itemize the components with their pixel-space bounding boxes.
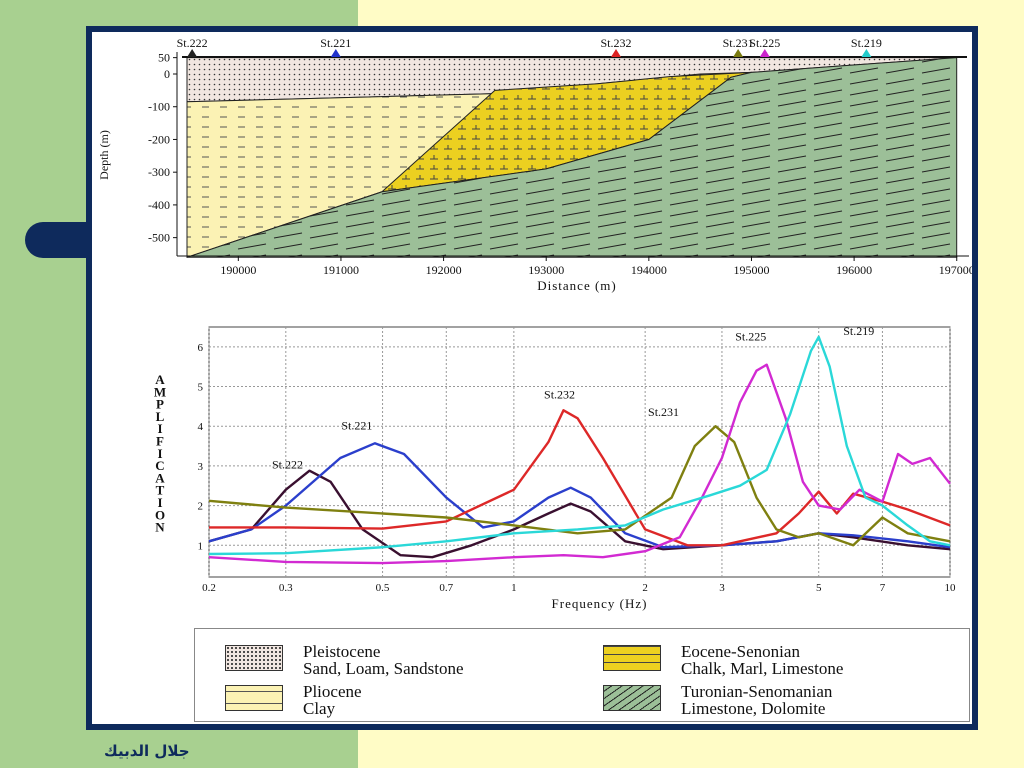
legend-turonian-desc: Limestone, Dolomite (681, 699, 826, 718)
series-line-st225 (208, 363, 951, 565)
station-marker (330, 48, 341, 57)
cs-x-tick-label: 190000 (220, 263, 256, 277)
series-label: St.222 (272, 458, 303, 472)
series-line-st222 (208, 469, 951, 559)
cs-y-tick-label: -100 (148, 100, 170, 114)
amp-y-tick-label: 5 (198, 382, 204, 394)
legend-item-turonian: Turonian-Senomanian Limestone, Dolomite (603, 683, 832, 717)
series-line-st221 (208, 442, 951, 549)
amp-x-tick-label: 0.3 (279, 582, 293, 594)
pliocene-swatch (225, 685, 283, 711)
amp-y-tick-label: 6 (198, 342, 204, 354)
station-label: St.219 (851, 36, 882, 50)
figure-panel: 50 0 -100 -200 -300 -400 -500 190000 191000 19200… (92, 32, 972, 724)
amp-x-tick-label: 0.7 (439, 582, 453, 594)
amp-x-tick-label: 1 (511, 582, 517, 594)
station-marker (187, 48, 198, 57)
cs-x-tick-label: 197000 (939, 263, 972, 277)
amp-x-axis-label: Frequency (Hz) (552, 596, 648, 611)
legend-item-pliocene: Pliocene Clay (225, 683, 362, 717)
cs-x-axis-label: Distance (m) (537, 278, 617, 293)
station-label: St.221 (320, 36, 351, 50)
legend-item-pleistocene: Pleistocene Sand, Loam, Sandstone (225, 643, 464, 677)
legend-item-eocene: Eocene-Senonian Chalk, Marl, Limestone (603, 643, 843, 677)
cross-section-chart: 50 0 -100 -200 -300 -400 -500 190000 191000 19200… (97, 36, 972, 293)
amp-x-tick-label: 3 (719, 582, 725, 594)
amp-x-tick-label: 5 (816, 582, 822, 594)
series-label: St.225 (735, 330, 766, 344)
station-marker (611, 48, 621, 57)
legend-pliocene-name: Pliocene (303, 682, 362, 701)
station-label: St.232 (600, 36, 631, 50)
amp-x-tick-label: 0.5 (376, 582, 390, 594)
series-label: St.232 (544, 387, 575, 401)
cs-y-tick-label: -400 (148, 198, 170, 212)
legend-eocene-name: Eocene-Senonian (681, 642, 800, 661)
series-label: St.221 (341, 418, 372, 432)
series-label: St.219 (843, 324, 874, 338)
amp-y-tick-label: 2 (198, 501, 204, 513)
station-label: St.222 (177, 36, 208, 50)
cs-y-tick-label: -200 (148, 132, 170, 146)
cs-x-tick-label: 191000 (323, 263, 359, 277)
cs-x-tick-label: 193000 (528, 263, 564, 277)
amp-y-tick-label: 3 (198, 461, 204, 473)
amp-x-tick-label: 10 (945, 582, 957, 594)
author-name: جلال الدبيك (104, 742, 190, 760)
turonian-swatch (603, 685, 661, 711)
legend-turonian-name: Turonian-Senomanian (681, 682, 833, 701)
pleistocene-swatch (225, 645, 283, 671)
cs-x-tick-label: 196000 (836, 263, 872, 277)
amp-y-tick-label: 1 (198, 540, 204, 552)
cs-x-tick-label: 194000 (631, 263, 667, 277)
legend-eocene-desc: Chalk, Marl, Limestone (681, 659, 844, 678)
legend-pleistocene-name: Pleistocene (303, 642, 381, 661)
station-marker (759, 48, 770, 57)
cs-y-tick-label: -500 (148, 231, 170, 245)
amp-x-tick-label: 7 (880, 582, 886, 594)
amp-x-tick-label: 0.2 (202, 582, 216, 594)
legend-box: Pleistocene Sand, Loam, Sandstone Plioce… (194, 628, 970, 722)
station-marker (861, 48, 872, 57)
series-label: St.231 (648, 405, 679, 419)
station-label: St.225 (749, 36, 780, 50)
cs-y-tick-label: 0 (164, 67, 170, 81)
figure-svg: 50 0 -100 -200 -300 -400 -500 190000 191000 19200… (97, 36, 972, 611)
station-marker (733, 48, 744, 57)
amp-y-tick-label: 4 (198, 421, 204, 433)
layer-turonian-senomanian (186, 57, 958, 258)
legend-pleistocene-desc: Sand, Loam, Sandstone (303, 659, 464, 678)
eocene-swatch (603, 645, 661, 671)
amplification-chart: 0.2 0.3 0.5 0.7 1 2 3 5 7 10 1 2 3 4 5 6 Frequency (Hz) A… (154, 324, 956, 611)
amp-x-tick-label: 2 (642, 582, 648, 594)
cs-y-tick-label: 50 (158, 51, 170, 65)
cs-y-axis-label: Depth (m) (97, 130, 111, 180)
cs-x-tick-label: 195000 (733, 263, 769, 277)
legend-pliocene-desc: Clay (303, 699, 336, 718)
series-line-st231 (208, 425, 951, 547)
cs-y-tick-label: -300 (148, 165, 170, 179)
series-line-st232 (209, 409, 951, 547)
station-label: St.231 (723, 36, 754, 50)
series-line-st219 (208, 335, 951, 556)
cs-x-tick-label: 192000 (426, 263, 462, 277)
